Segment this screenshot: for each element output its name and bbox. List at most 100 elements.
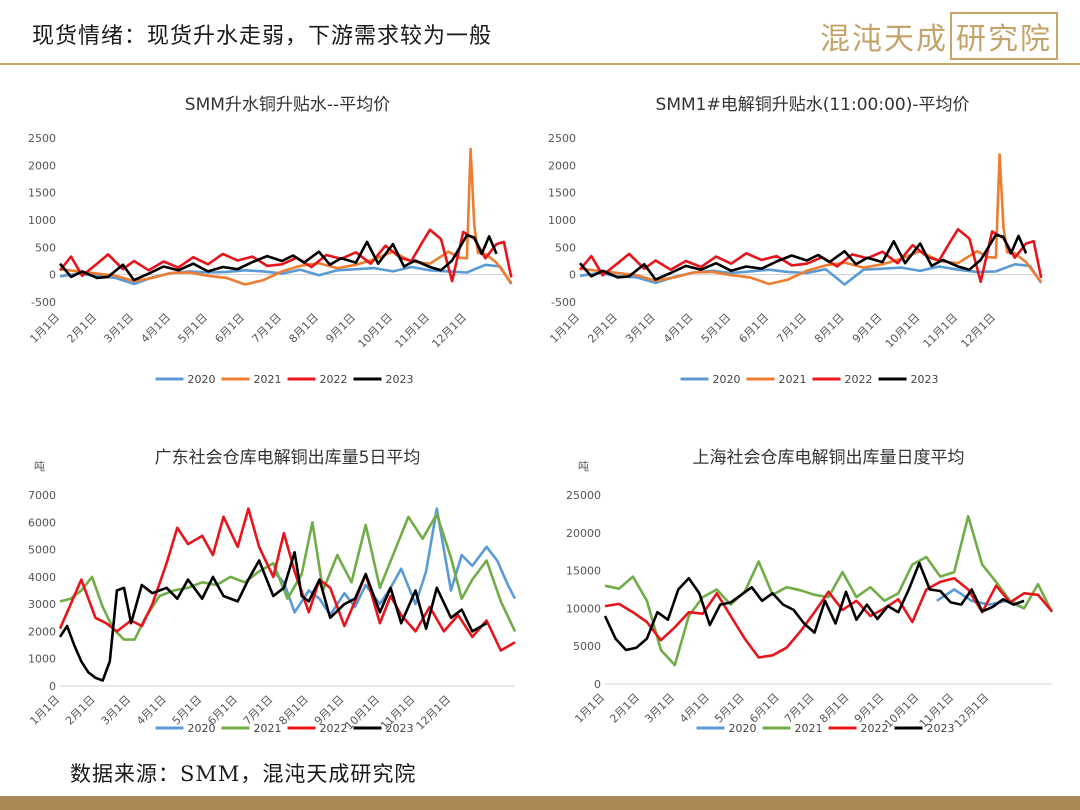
legend-label-2020: 2020 [188, 722, 216, 735]
x-tick-label: 12月1日 [414, 693, 454, 733]
legend-label-2023: 2023 [911, 373, 939, 386]
y-tick-label: 2500 [548, 132, 576, 145]
x-tick-label: 6月1日 [736, 311, 771, 346]
logo-box: 研究院 [950, 12, 1058, 60]
x-tick-label: 2月1日 [63, 693, 98, 728]
series-line-2021 [604, 514, 1054, 667]
x-tick-label: 1月1日 [27, 693, 62, 728]
legend-label-2022: 2022 [861, 722, 889, 735]
legend-label-2022: 2022 [320, 722, 348, 735]
series-line-2022 [604, 576, 1053, 659]
x-tick-label: 12月1日 [958, 311, 998, 351]
y-tick-label: -500 [31, 296, 56, 309]
legend-label-2020: 2020 [713, 373, 741, 386]
header: 现货情绪：现货升水走弱，下游需求较为一般 混沌天成 研究院 [0, 0, 1080, 66]
legend-label-2021: 2021 [254, 722, 282, 735]
y-tick-label: 7000 [28, 489, 56, 502]
x-tick-label: 1月1日 [547, 311, 582, 346]
x-tick-label: 5月1日 [712, 691, 747, 726]
legend-label-2020: 2020 [729, 722, 757, 735]
x-tick-label: 8月1日 [286, 311, 321, 346]
x-tick-label: 7月1日 [774, 311, 809, 346]
x-tick-label: 10月1日 [355, 311, 395, 351]
x-tick-label: 3月1日 [101, 311, 136, 346]
x-tick-label: 4月1日 [134, 693, 169, 728]
y-tick-label: 25000 [566, 489, 601, 502]
chart-title: 上海社会仓库电解铜出库量日度平均 [693, 448, 965, 468]
legend-label-2023: 2023 [927, 722, 955, 735]
x-tick-label: 1月1日 [27, 311, 62, 346]
legend-label-2020: 2020 [188, 373, 216, 386]
x-tick-label: 12月1日 [429, 311, 469, 351]
y-tick-label: 3000 [28, 598, 56, 611]
y-tick-label: 0 [49, 269, 56, 282]
x-tick-label: 12月1日 [952, 691, 992, 731]
x-tick-label: 8月1日 [817, 691, 852, 726]
header-rule [0, 63, 1080, 65]
source-note: 数据来源：SMM，混沌天成研究院 [70, 762, 417, 786]
legend-label-2023: 2023 [386, 373, 414, 386]
x-tick-label: 1月1日 [572, 691, 607, 726]
legend-label-2023: 2023 [386, 722, 414, 735]
y-tick-label: 2500 [28, 132, 56, 145]
y-tick-label: 2000 [548, 159, 576, 172]
y-tick-label: 2000 [28, 625, 56, 638]
y-tick-label: 1000 [28, 653, 56, 666]
chart-1: SMM升水铜升贴水--平均价 -500 0 500 1000 1500 2000 2500 1月… [27, 95, 515, 386]
chart-title: SMM1#电解铜升贴水(11:00:00)-平均价 [656, 95, 970, 115]
x-tick-label: 4月1日 [661, 311, 696, 346]
series-line-2023 [59, 234, 498, 282]
y-tick-label: 1500 [548, 187, 576, 200]
x-tick-label: 2月1日 [585, 311, 620, 346]
logo-main: 混沌天成 [820, 22, 948, 57]
x-tick-label: 4月1日 [677, 691, 712, 726]
chart-title: SMM升水铜升贴水--平均价 [185, 95, 390, 115]
x-tick-label: 2月1日 [607, 691, 642, 726]
y-tick-label: 0 [49, 680, 56, 693]
x-tick-label: 6月1日 [747, 691, 782, 726]
legend-label-2021: 2021 [795, 722, 823, 735]
y-unit-label: 吨 [578, 460, 589, 473]
series-line-2023 [579, 233, 1028, 281]
y-tick-label: -500 [551, 296, 576, 309]
x-tick-label: 7月1日 [249, 311, 284, 346]
x-tick-label: 3月1日 [623, 311, 658, 346]
page-title: 现货情绪：现货升水走弱，下游需求较为一般 [32, 24, 493, 49]
x-tick-label: 4月1日 [138, 311, 173, 346]
chart-2: SMM1#电解铜升贴水(11:00:00)-平均价 -500 0 500 1000 150… [547, 95, 1045, 386]
logo: 混沌天成 研究院 [820, 12, 1058, 60]
x-tick-label: 3月1日 [642, 691, 677, 726]
series-line-2023 [603, 561, 1025, 652]
y-tick-label: 500 [555, 241, 576, 254]
y-tick-label: 0 [569, 269, 576, 282]
x-tick-label: 9月1日 [850, 311, 885, 346]
legend-label-2021: 2021 [779, 373, 807, 386]
x-tick-label: 5月1日 [699, 311, 734, 346]
series-line-2020 [579, 262, 1043, 286]
x-tick-label: 7月1日 [782, 691, 817, 726]
x-tick-label: 8月1日 [812, 311, 847, 346]
y-tick-label: 5000 [573, 640, 601, 653]
legend-label-2022: 2022 [320, 373, 348, 386]
series-line-2021 [59, 512, 517, 641]
y-tick-label: 1000 [548, 214, 576, 227]
footer-bar [0, 796, 1080, 810]
x-tick-label: 11月1日 [392, 311, 432, 351]
x-tick-label: 10月1日 [883, 311, 923, 351]
y-tick-label: 0 [594, 678, 601, 691]
x-tick-label: 2月1日 [64, 311, 99, 346]
y-tick-label: 1000 [28, 214, 56, 227]
y-tick-label: 20000 [566, 527, 601, 540]
legend-label-2021: 2021 [254, 373, 282, 386]
series-line-2023 [58, 550, 488, 682]
y-unit-label: 吨 [34, 460, 45, 473]
y-tick-label: 2000 [28, 159, 56, 172]
y-tick-label: 6000 [28, 516, 56, 529]
y-tick-label: 500 [35, 241, 56, 254]
chart-title: 广东社会仓库电解铜出库量5日平均 [155, 448, 421, 468]
y-tick-label: 1500 [28, 187, 56, 200]
series-line-2020 [59, 263, 513, 286]
